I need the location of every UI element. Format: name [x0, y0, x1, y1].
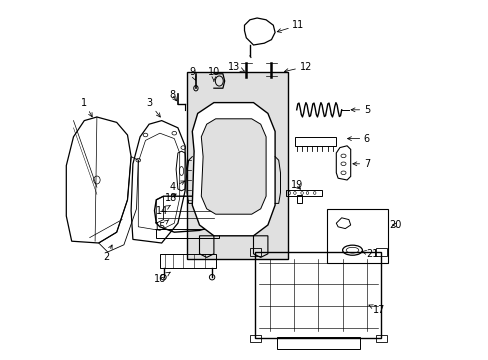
Text: 8: 8	[169, 90, 176, 101]
Text: 20: 20	[389, 220, 401, 230]
Text: 6: 6	[347, 134, 369, 144]
Text: 2: 2	[102, 245, 112, 262]
Text: 13: 13	[227, 62, 244, 72]
Text: 1: 1	[81, 98, 92, 117]
Text: 16: 16	[153, 272, 170, 284]
Text: 21: 21	[361, 249, 378, 259]
Text: 7: 7	[352, 159, 369, 169]
Bar	[285, 190, 321, 196]
Bar	[276, 337, 359, 349]
Text: 4: 4	[169, 181, 184, 192]
Text: 15: 15	[153, 220, 168, 232]
Text: 5: 5	[350, 105, 369, 115]
Text: 19: 19	[290, 180, 302, 190]
Bar	[255, 252, 381, 338]
Text: 9: 9	[189, 67, 196, 80]
Bar	[186, 72, 287, 259]
Polygon shape	[192, 103, 275, 236]
Text: 14: 14	[155, 205, 170, 216]
Text: 10: 10	[207, 67, 220, 81]
Polygon shape	[201, 119, 265, 214]
Bar	[294, 137, 336, 146]
Bar	[249, 248, 260, 256]
Text: 17: 17	[368, 305, 385, 315]
Text: 3: 3	[146, 98, 160, 117]
Text: 11: 11	[277, 20, 304, 32]
Bar	[296, 195, 302, 203]
Bar	[160, 254, 215, 268]
Text: 12: 12	[284, 62, 311, 72]
Bar	[156, 229, 219, 238]
Bar	[375, 248, 386, 256]
Bar	[375, 335, 386, 342]
Bar	[249, 335, 260, 342]
Text: 18: 18	[164, 193, 177, 203]
Bar	[326, 209, 387, 263]
